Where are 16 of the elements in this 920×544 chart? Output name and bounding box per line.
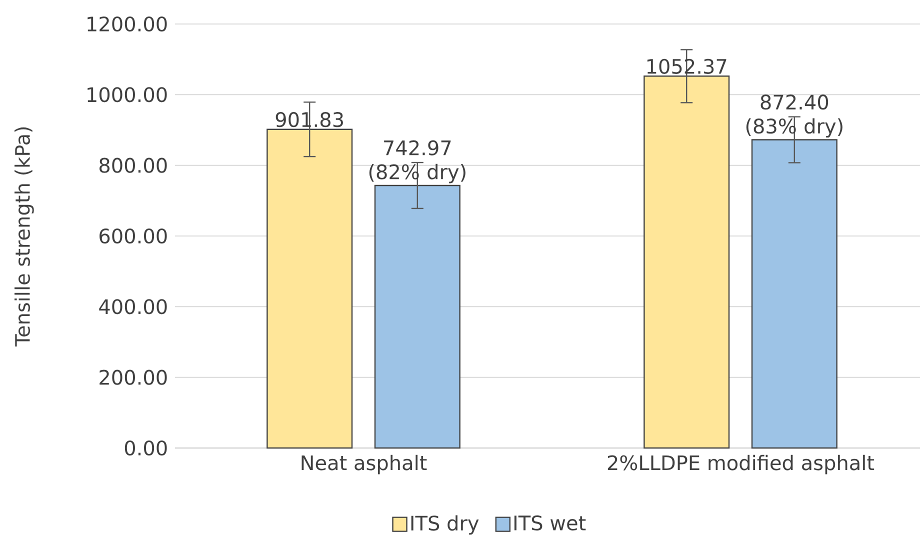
y-tick-label: 600.00 <box>100 228 167 244</box>
x-tick-label: 2%LLDPE modified asphalt <box>608 454 874 474</box>
y-axis-title: Tensille strength (kPa) <box>14 127 34 346</box>
bar <box>644 76 730 449</box>
y-tick-label: 800.00 <box>100 158 167 173</box>
bar <box>266 128 353 449</box>
legend-label: ITS wet <box>514 515 586 531</box>
x-tick-label: Neat asphalt <box>302 454 427 474</box>
bar <box>374 184 460 449</box>
y-tick-label: 400.00 <box>99 299 167 314</box>
bar <box>751 139 838 449</box>
y-tick-label: 1000.00 <box>88 87 167 102</box>
legend-label: ITS dry <box>411 515 479 535</box>
y-tick-label: 200.00 <box>100 370 167 385</box>
y-tick-label: 0.00 <box>124 440 167 456</box>
y-tick-label: 1200.00 <box>88 16 167 32</box>
